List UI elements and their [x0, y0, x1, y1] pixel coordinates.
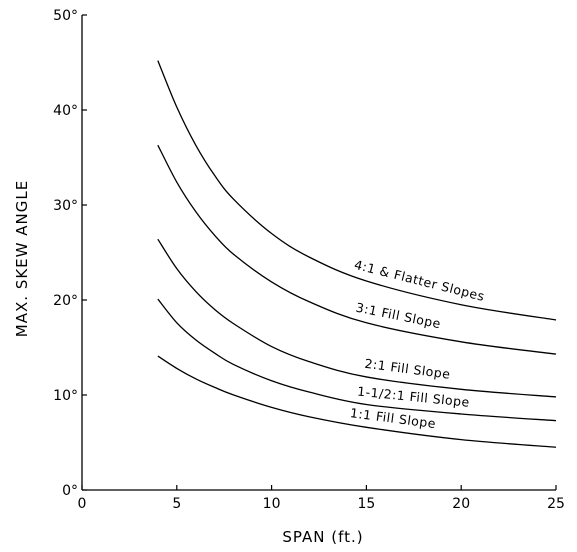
y-tick-label: 40°	[53, 103, 78, 119]
curve-label-series-3: 2:1 Fill Slope	[364, 356, 452, 382]
x-tick-label: 20	[452, 496, 470, 512]
y-tick-label: 20°	[53, 293, 78, 309]
x-tick-label: 25	[547, 496, 565, 512]
x-axis-label: SPAN (ft.)	[282, 528, 363, 546]
curve-label-series-2: 3:1 Fill Slope	[355, 300, 443, 332]
x-tick-label: 15	[357, 496, 375, 512]
curve-series-4	[158, 299, 556, 421]
curve-series-2	[158, 145, 556, 354]
x-tick-label: 10	[263, 496, 281, 512]
curve-series-1	[158, 61, 556, 320]
y-tick-label: 10°	[53, 388, 78, 404]
curve-series-5	[158, 356, 556, 447]
y-tick-label: 50°	[53, 8, 78, 24]
y-axis-label: MAX. SKEW ANGLE	[13, 180, 31, 337]
x-tick-label: 5	[172, 496, 181, 512]
ticks: 0 5 10 15 20 25 0° 10° 20° 30° 40° 50°	[53, 8, 565, 512]
y-tick-label: 30°	[53, 198, 78, 214]
y-tick-label: 0°	[62, 483, 78, 499]
x-tick-label: 0	[78, 496, 87, 512]
curve-label-series-1: 4:1 & Flatter Slopes	[353, 257, 487, 304]
